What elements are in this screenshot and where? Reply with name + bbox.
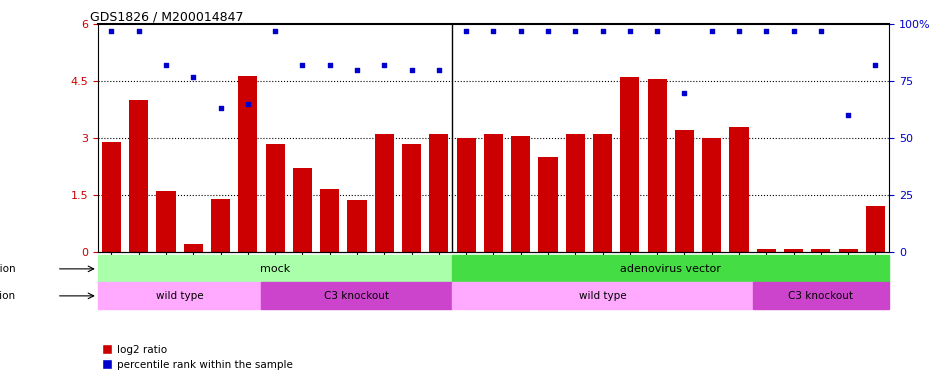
- Bar: [456, 138, 476, 252]
- Bar: [347, 201, 367, 252]
- Bar: [702, 138, 722, 252]
- Bar: [620, 77, 640, 252]
- Bar: [538, 157, 558, 252]
- Point: [650, 28, 665, 34]
- Bar: [262, 282, 452, 309]
- Text: wild type: wild type: [155, 291, 204, 301]
- Text: genotype/variation: genotype/variation: [0, 291, 16, 301]
- Bar: [811, 249, 830, 252]
- Text: GDS1826 / M200014847: GDS1826 / M200014847: [89, 10, 243, 23]
- Bar: [101, 142, 121, 252]
- Point: [732, 28, 747, 34]
- Bar: [374, 134, 394, 252]
- Bar: [320, 189, 339, 252]
- Point: [704, 28, 719, 34]
- Point: [814, 28, 829, 34]
- Bar: [293, 168, 312, 252]
- Point: [404, 67, 419, 73]
- Text: adenovirus vector: adenovirus vector: [620, 264, 722, 274]
- Bar: [675, 130, 694, 252]
- Point: [377, 62, 392, 68]
- Point: [786, 28, 801, 34]
- Point: [295, 62, 310, 68]
- Point: [459, 28, 474, 34]
- Bar: [98, 282, 262, 309]
- Text: mock: mock: [260, 264, 290, 274]
- Text: C3 knockout: C3 knockout: [789, 291, 854, 301]
- Point: [623, 28, 638, 34]
- Point: [240, 101, 255, 107]
- Bar: [648, 79, 667, 252]
- Bar: [452, 282, 752, 309]
- Point: [595, 28, 610, 34]
- Point: [513, 28, 528, 34]
- Bar: [156, 191, 176, 252]
- Bar: [730, 127, 749, 252]
- Point: [759, 28, 774, 34]
- Bar: [211, 199, 230, 252]
- Bar: [183, 244, 203, 252]
- Bar: [484, 134, 503, 252]
- Text: C3 knockout: C3 knockout: [325, 291, 389, 301]
- Point: [486, 28, 501, 34]
- Point: [104, 28, 119, 34]
- Bar: [784, 249, 803, 252]
- Bar: [593, 134, 613, 252]
- Bar: [452, 255, 889, 282]
- Point: [541, 28, 556, 34]
- Bar: [757, 249, 776, 252]
- Bar: [566, 134, 585, 252]
- Point: [349, 67, 364, 73]
- Bar: [839, 249, 857, 252]
- Point: [568, 28, 583, 34]
- Bar: [265, 144, 285, 252]
- Point: [131, 28, 146, 34]
- Point: [213, 105, 228, 111]
- Point: [158, 62, 173, 68]
- Bar: [511, 136, 531, 252]
- Text: infection: infection: [0, 264, 16, 274]
- Point: [841, 112, 856, 118]
- Point: [868, 62, 883, 68]
- Point: [186, 74, 201, 80]
- Text: wild type: wild type: [579, 291, 627, 301]
- Point: [431, 67, 446, 73]
- Bar: [98, 255, 452, 282]
- Bar: [238, 75, 257, 252]
- Bar: [429, 134, 449, 252]
- Point: [322, 62, 337, 68]
- Point: [677, 90, 692, 96]
- Bar: [866, 206, 885, 252]
- Bar: [752, 282, 889, 309]
- Bar: [402, 144, 421, 252]
- Legend: log2 ratio, percentile rank within the sample: log2 ratio, percentile rank within the s…: [103, 345, 292, 370]
- Point: [268, 28, 283, 34]
- Bar: [129, 100, 148, 252]
